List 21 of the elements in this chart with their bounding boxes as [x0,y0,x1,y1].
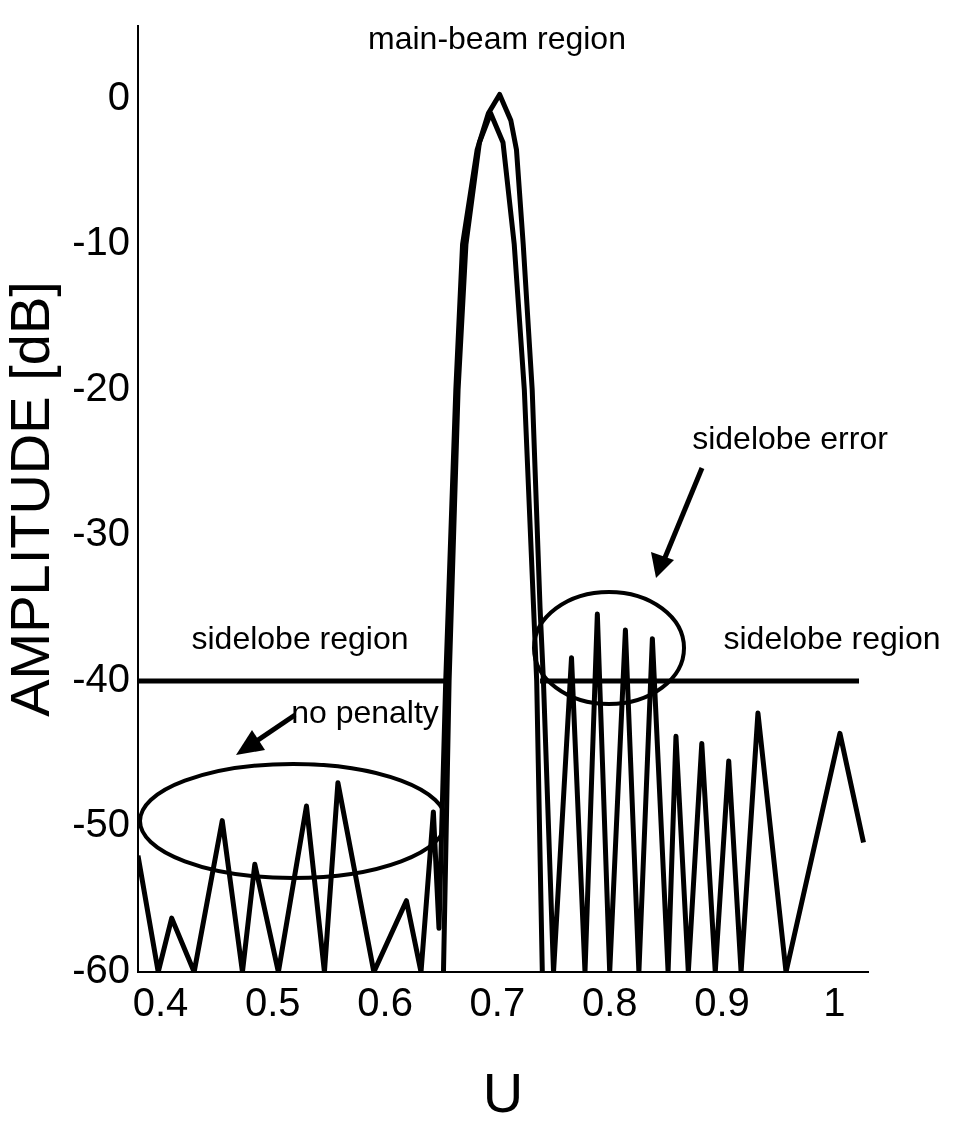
annotation: no penalty [291,693,439,730]
y-tick-label: -40 [72,655,130,700]
annotation: sidelobe error [692,419,889,456]
y-tick-label: 0 [107,73,130,118]
x-tick-label: 0.5 [244,980,301,1025]
x-tick-label: 0.7 [469,980,526,1025]
y-tick-label: -50 [72,801,130,846]
y-tick-label: -60 [72,947,130,992]
annotation: sidelobe region [723,619,941,656]
annotation: sidelobe region [191,619,409,656]
x-tick-label: 0.8 [581,980,638,1025]
x-tick-label: 1 [823,980,846,1025]
x-tick-label: 0.9 [694,980,750,1025]
y-tick-label: -30 [72,510,130,555]
x-tick-label: 0.4 [132,980,189,1025]
x-axis-title: U [482,1060,524,1124]
annotation: main-beam region [368,19,626,56]
y-tick-label: -20 [72,364,130,409]
y-tick-label: -10 [72,219,130,264]
x-tick-label: 0.6 [357,980,413,1025]
y-axis-title: AMPLITUDE [dB] [0,281,62,717]
